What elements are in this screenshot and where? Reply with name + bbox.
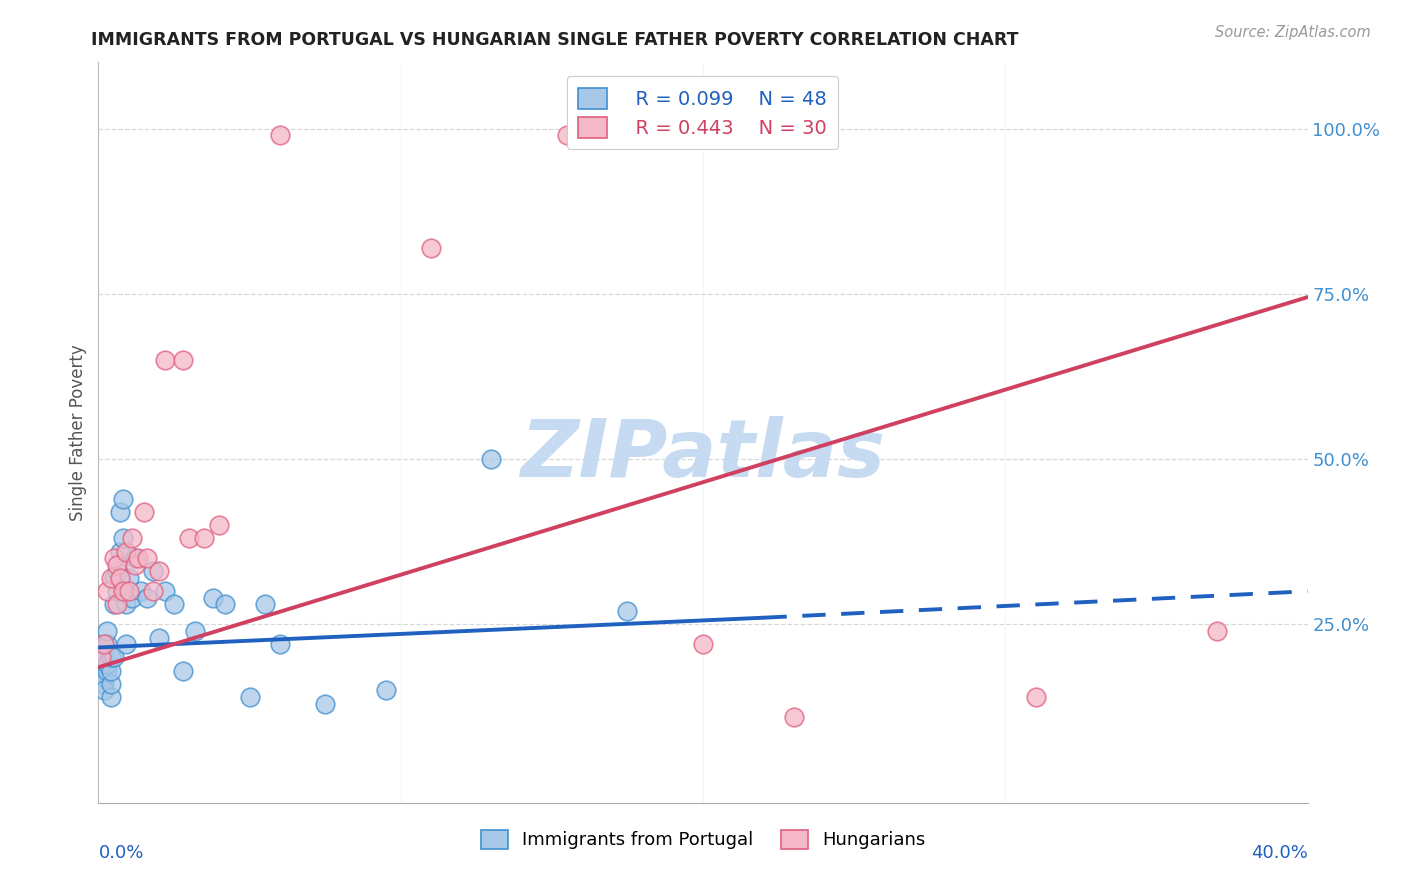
Point [239,690,262,704]
Point [105,598,128,612]
Point [1024,690,1046,704]
Point [108,544,131,558]
Point [114,637,136,651]
Point [96,637,118,651]
Point [314,697,336,711]
Point [783,710,806,724]
Point [172,664,194,678]
Point [93,683,115,698]
Point [121,591,143,605]
Point [163,598,186,612]
Point [100,677,122,691]
Text: 40.0%: 40.0% [1251,844,1308,862]
Point [103,551,125,566]
Point [100,664,122,678]
Point [374,683,396,698]
Point [111,491,134,506]
Point [481,452,503,467]
Point [253,598,276,612]
Point [93,637,115,651]
Point [93,670,115,684]
Point [208,518,231,533]
Point [135,551,157,566]
Point [616,604,638,618]
Point [121,532,143,546]
Point [768,128,790,143]
Y-axis label: Single Father Poverty: Single Father Poverty [69,344,87,521]
Point [193,532,215,546]
Point [148,565,170,579]
Point [96,664,118,678]
Point [111,532,134,546]
Point [172,352,194,367]
Point [132,505,155,519]
Point [269,637,291,651]
Point [692,637,714,651]
Point [202,591,225,605]
Point [103,571,125,585]
Point [100,571,122,585]
Point [214,598,236,612]
Text: 0.0%: 0.0% [98,844,143,862]
Point [555,128,578,143]
Point [90,657,112,671]
Point [93,637,115,651]
Point [118,584,141,599]
Point [90,644,112,658]
Point [96,584,118,599]
Point [124,551,146,566]
Point [103,650,125,665]
Point [124,558,146,572]
Point [179,532,201,546]
Point [111,584,134,599]
Point [184,624,207,638]
Point [148,631,170,645]
Point [105,584,128,599]
Point [420,240,443,255]
Point [93,650,115,665]
Point [127,551,149,566]
Point [90,650,112,665]
Point [108,505,131,519]
Point [1206,624,1229,638]
Point [108,571,131,585]
Point [103,598,125,612]
Point [96,624,118,638]
Point [142,584,165,599]
Text: ZIPatlas: ZIPatlas [520,416,886,494]
Legend: Immigrants from Portugal, Hungarians: Immigrants from Portugal, Hungarians [474,823,932,856]
Point [100,690,122,704]
Point [142,565,165,579]
Point [105,558,128,572]
Point [114,598,136,612]
Point [153,584,176,599]
Point [153,352,176,367]
Point [105,565,128,579]
Point [90,670,112,684]
Point [269,128,291,143]
Point [96,657,118,671]
Text: IMMIGRANTS FROM PORTUGAL VS HUNGARIAN SINGLE FATHER POVERTY CORRELATION CHART: IMMIGRANTS FROM PORTUGAL VS HUNGARIAN SI… [91,31,1019,49]
Point [100,650,122,665]
Point [129,584,152,599]
Point [118,571,141,585]
Point [93,677,115,691]
Point [114,544,136,558]
Point [135,591,157,605]
Text: Source: ZipAtlas.com: Source: ZipAtlas.com [1215,25,1371,40]
